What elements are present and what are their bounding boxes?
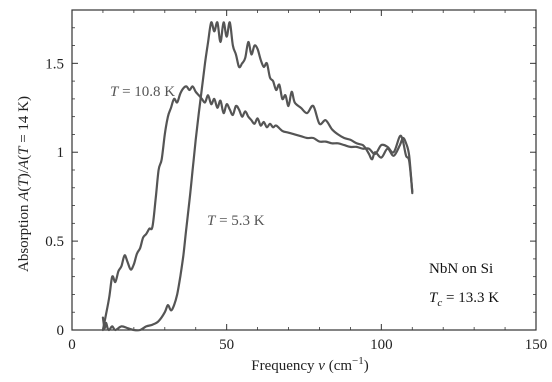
x-tick-label: 100: [370, 337, 393, 353]
y-tick-label: 1.5: [45, 56, 64, 72]
series-line-5-3k: [101, 21, 414, 332]
y-tick-label: 0.5: [45, 234, 64, 250]
y-tick-label: 1: [57, 145, 65, 161]
plot-frame: [71, 9, 537, 331]
series-label-10-8k: T = 10.8 K: [110, 84, 175, 100]
y-tick-label: 0: [57, 323, 65, 339]
y-axis-label: Absorption A(T)/A(T = 14 K): [16, 96, 32, 272]
series-layer: [101, 21, 414, 332]
plot-axes: 0 50 100 150 0 0.5 1 1.5: [45, 9, 548, 353]
x-tick-label: 150: [525, 337, 548, 353]
x-axis-label: Frequency ν (cm−1): [251, 355, 369, 374]
tc-label: Tc = 13.3 K: [429, 290, 499, 309]
series-line-10-8k: [101, 85, 414, 332]
x-tick-label: 50: [219, 337, 234, 353]
sample-label: NbN on Si: [429, 261, 493, 277]
x-tick-label: 0: [68, 337, 76, 353]
series-label-5-3k: T = 5.3 K: [207, 213, 265, 229]
